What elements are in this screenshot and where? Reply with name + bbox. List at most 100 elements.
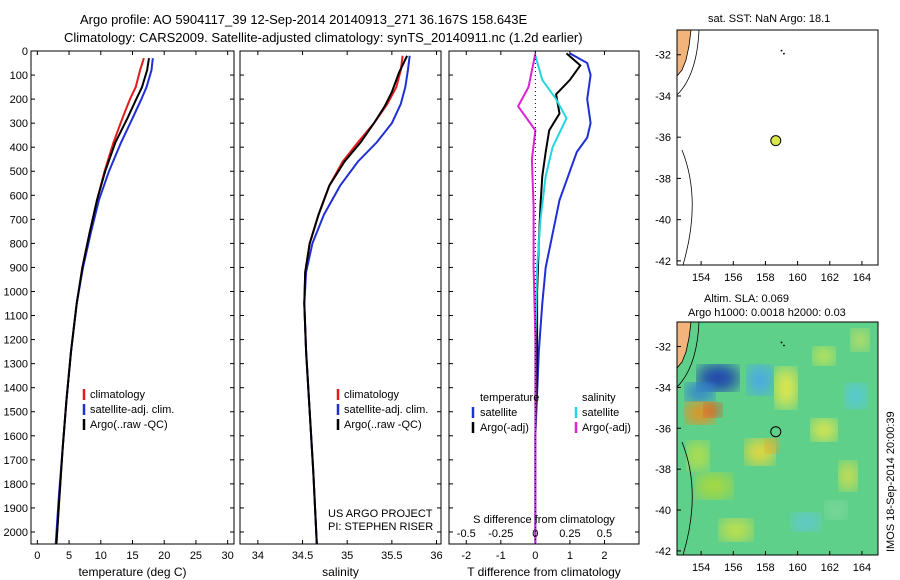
y-tick-label: 1600 [4,431,28,443]
contour-line [681,441,693,556]
sla-anomaly [764,438,780,454]
y-tick-label: 500 [10,166,28,178]
legend-label: satellite-adj. clim. [90,404,174,416]
sla-map-panel: 154 156 158 160 162 164 -32 -34 -36 -38 -40 -42 [655,321,879,574]
series-line [516,53,537,544]
sla-anomaly [686,440,710,472]
lon-tick-label: 162 [821,272,839,284]
y-tick-label: 1800 [4,479,28,491]
sla-anomaly [850,328,870,352]
y-tick-label: 100 [10,70,28,82]
sla-anomaly [694,472,734,500]
lon-tick-label: 160 [788,272,806,284]
lat-tick-label: -40 [655,505,671,517]
contour-line [676,321,700,388]
sla-anomaly [746,364,774,396]
x-axis-label: salinity [322,565,359,579]
x-tick-label: 35 [341,550,353,562]
watermark: IMOS 18-Sep-2014 20:00:39 [885,411,897,552]
lon-tick-label: 164 [853,562,871,574]
x-tick-label: -2 [461,550,471,562]
sla-anomaly [774,366,798,410]
y-tick-label: 1000 [4,286,28,298]
lon-tick-label: 158 [756,562,774,574]
x-axis-label: temperature (deg C) [78,565,186,579]
lon-tick-label: 156 [724,272,742,284]
series-line [534,52,592,544]
lat-tick-label: -38 [655,464,671,476]
s-tick-label: 0.25 [559,528,580,540]
y-tick-label: 1100 [4,311,28,323]
lon-tick-label: 162 [821,562,839,574]
lat-tick-label: -40 [655,215,671,227]
y-tick-label: 200 [10,94,28,106]
s-tick-label: -0.5 [457,528,476,540]
sla-anomaly [684,382,716,402]
x-tick-label: 10 [95,550,107,562]
y-tick-label: 1300 [4,359,28,371]
x-tick-label: 34 [252,550,264,562]
contour-line [676,29,700,96]
y-tick-label: 1200 [4,335,28,347]
lat-tick-label: -32 [655,50,671,62]
legend-label: climatology [344,389,400,401]
s-tick-label: 0 [532,528,538,540]
y-tick-label: 800 [10,238,28,250]
s-tick-label: -0.25 [488,528,513,540]
lat-tick-label: -42 [655,546,671,558]
lat-tick-label: -34 [655,91,671,103]
small-mark [780,341,783,344]
y-tick-label: 2000 [4,527,28,539]
s-axis-label: S difference from climatology [473,514,615,526]
y-tick-label: 1900 [4,503,28,515]
sla-anomaly [810,418,838,442]
sla-anomaly [844,382,868,410]
legend-label: Argo(-adj) [582,422,631,434]
argo-position-marker [770,426,782,438]
y-tick-label: 1400 [4,383,28,395]
series-line [55,58,150,545]
map-frame [676,321,879,556]
legend-title: salinity [582,392,616,404]
sla-anomaly [812,346,836,366]
map1-title: sat. SST: NaN Argo: 18.1 [708,13,830,25]
y-tick-label: 0 [22,46,28,58]
s-tick-label: 0.5 [597,528,612,540]
sla-anomaly [838,460,858,492]
x-tick-label: 2 [601,550,607,562]
y-tick-label: 600 [10,190,28,202]
x-axis-label: T difference from climatology [467,565,621,579]
small-mark [783,52,785,55]
x-tick-label: 34.5 [292,550,313,562]
small-mark [783,344,785,347]
y-tick-label: 400 [10,142,28,154]
x-tick-label: 5 [66,550,72,562]
x-tick-label: 0 [34,550,40,562]
map-frame [676,29,879,266]
x-tick-label: 0 [532,550,538,562]
sla-anomaly [790,512,822,532]
sla-anomaly [718,518,754,542]
series-line [54,58,154,545]
legend-label: satellite [480,407,517,419]
series-line [534,55,568,544]
title-line1: Argo profile: AO 5904117_39 12-Sep-2014 … [80,12,528,27]
y-tick-label: 300 [10,118,28,130]
argo-position-marker [770,135,782,147]
sla-heatmap [677,322,878,555]
land-area [676,29,692,78]
series-line [534,52,582,544]
map2-title-line1: Altim. SLA: 0.069 [704,293,789,305]
temperature-panel: 0100200300400500600700800900100011001200… [4,46,235,579]
legend-label: satellite-adj. clim. [344,404,428,416]
lat-tick-label: -36 [655,423,671,435]
x-tick-label: 35.5 [381,550,402,562]
plot-frame [448,50,640,545]
x-tick-label: 25 [190,550,202,562]
legend-label: Argo(..raw -QC) [90,419,168,431]
legend-label: satellite [582,407,619,419]
series-line [303,55,409,545]
x-tick-label: 36 [430,550,442,562]
lon-tick-label: 154 [692,272,710,284]
